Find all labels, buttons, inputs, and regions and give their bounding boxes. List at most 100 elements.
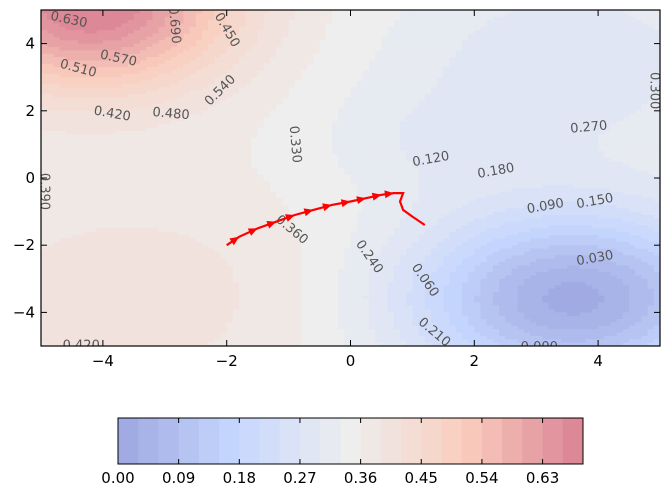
contour-cell xyxy=(288,100,296,105)
contour-cell xyxy=(59,50,67,55)
contour-cell xyxy=(90,97,98,102)
contour-cell xyxy=(232,36,240,41)
contour-cell xyxy=(41,174,48,179)
contour-cell xyxy=(90,181,98,186)
contour-cell xyxy=(232,80,240,85)
contour-cell xyxy=(41,124,48,129)
contour-cell xyxy=(170,144,178,149)
contour-cell xyxy=(189,171,197,176)
contour-cell xyxy=(140,204,147,209)
contour-cell xyxy=(232,329,240,334)
contour-cell xyxy=(96,309,104,313)
contour-cell xyxy=(78,83,85,88)
contour-cell xyxy=(239,302,246,307)
contour-cell xyxy=(276,127,284,132)
contour-cell xyxy=(208,167,215,172)
contour-cell xyxy=(282,342,290,346)
contour-cell xyxy=(59,40,67,45)
contour-cell xyxy=(53,265,61,270)
contour-cell xyxy=(201,262,209,266)
contour-cell xyxy=(65,16,73,21)
contour-cell xyxy=(282,57,290,61)
contour-cell xyxy=(331,265,339,270)
contour-cell xyxy=(41,184,48,189)
contour-cell xyxy=(127,97,135,102)
contour-cell xyxy=(307,46,314,51)
contour-cell xyxy=(170,23,178,28)
contour-cell xyxy=(239,40,246,45)
contour-cell xyxy=(133,191,141,196)
contour-cell xyxy=(133,134,141,139)
contour-cell xyxy=(276,117,284,122)
contour-cell xyxy=(288,329,296,334)
contour-cell xyxy=(201,184,209,189)
contour-cell xyxy=(319,265,327,270)
contour-cell xyxy=(152,295,160,300)
contour-cell xyxy=(41,40,48,45)
contour-cell xyxy=(189,167,197,172)
contour-cell xyxy=(177,151,184,156)
contour-cell xyxy=(313,167,321,172)
contour-cell xyxy=(270,184,277,189)
contour-cell xyxy=(152,268,160,273)
contour-cell xyxy=(251,174,259,179)
contour-cell xyxy=(288,221,296,226)
contour-cell xyxy=(239,167,246,172)
contour-cell xyxy=(201,178,209,182)
contour-cell xyxy=(257,285,265,290)
contour-cell xyxy=(331,20,339,25)
contour-cell xyxy=(214,214,222,219)
contour-cell xyxy=(164,288,172,293)
contour-cell xyxy=(344,201,352,206)
contour-cell xyxy=(146,178,154,182)
contour-cell xyxy=(263,124,271,129)
contour-cell xyxy=(164,295,172,300)
contour-cell xyxy=(239,174,246,179)
contour-cell xyxy=(84,329,92,334)
contour-cell xyxy=(115,171,123,176)
contour-cell xyxy=(232,114,240,119)
contour-cell xyxy=(47,117,54,122)
contour-cell xyxy=(220,305,228,310)
contour-cell xyxy=(294,181,302,186)
contour-cell xyxy=(313,40,321,45)
contour-cell xyxy=(164,33,172,38)
contour-cell xyxy=(140,104,147,109)
contour-cell xyxy=(251,258,259,263)
contour-cell xyxy=(195,312,203,317)
contour-cell xyxy=(115,268,123,273)
contour-cell xyxy=(232,23,240,28)
contour-cell xyxy=(214,255,222,260)
contour-cell xyxy=(232,214,240,219)
contour-cell xyxy=(276,198,284,203)
contour-cell xyxy=(183,332,191,337)
contour-cell xyxy=(276,225,284,229)
contour-cell xyxy=(133,342,141,346)
contour-cell xyxy=(90,302,98,307)
contour-cell xyxy=(195,23,203,28)
contour-cell xyxy=(201,63,209,68)
contour-cell xyxy=(325,77,333,82)
contour-cell xyxy=(170,194,178,199)
contour-cell xyxy=(307,137,314,142)
contour-cell xyxy=(307,295,314,300)
contour-cell xyxy=(121,275,129,280)
contour-cell xyxy=(325,16,333,21)
contour-cell xyxy=(220,295,228,300)
contour-cell xyxy=(338,272,345,277)
contour-cell xyxy=(307,248,314,253)
contour-cell xyxy=(294,53,302,58)
contour-cell xyxy=(47,238,54,243)
contour-cell xyxy=(189,73,197,78)
contour-cell xyxy=(325,319,333,324)
contour-cell xyxy=(226,107,234,112)
contour-cell xyxy=(90,53,98,58)
contour-cell xyxy=(90,83,98,88)
contour-cell xyxy=(319,188,327,193)
contour-cell xyxy=(140,235,147,240)
contour-cell xyxy=(109,43,116,48)
contour-cell xyxy=(319,157,327,162)
contour-cell xyxy=(251,255,259,260)
contour-cell xyxy=(276,94,284,98)
contour-cell xyxy=(331,60,339,65)
